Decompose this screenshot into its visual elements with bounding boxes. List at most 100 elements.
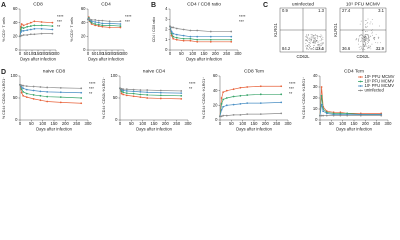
y-tick-label: 60 [81,6,86,11]
event-dot [358,36,360,38]
data-point [20,23,23,25]
event-dot [317,41,318,43]
data-point [209,38,212,41]
event-dot [313,39,314,41]
event-dot [359,35,360,37]
event-dot [307,40,308,41]
data-point [175,36,178,39]
event-dot [316,35,318,37]
event-dot [313,47,314,49]
event-dot [312,34,313,36]
event-dot [369,45,371,47]
data-point [90,23,93,25]
x-tick-label: 100 [239,121,247,126]
event-dot [309,45,310,47]
event-dot [371,31,373,33]
event-dot [360,20,362,22]
event-dot [314,44,315,46]
data-point [94,19,97,21]
event-dot [321,48,322,50]
event-dot [311,37,312,39]
quadrant-value: 0.9 [282,8,288,13]
y-axis-label: % CD44⁺CD62L⁻KLRG1⁺ [202,77,206,119]
event-dot [365,26,367,28]
event-dot [317,45,319,47]
plot-title: 10⁵ PFU MCMV [346,1,381,7]
event-dot [315,39,316,40]
x-tick-label: 0 [19,51,22,56]
event-dot [359,45,361,47]
series-line [88,18,121,22]
data-point [33,27,36,30]
data-point [101,25,104,28]
data-point [120,92,123,95]
event-dot [305,36,307,38]
event-dot [361,46,363,48]
event-dot [311,49,313,50]
series-line [220,113,282,117]
event-dot [366,34,367,36]
event-dot [313,38,315,40]
y-tick-label: 40 [313,73,318,78]
event-dot [359,35,361,36]
data-point [170,30,173,33]
event-dot [313,37,315,39]
data-point [320,94,323,97]
event-dot [310,41,311,43]
data-point [20,91,23,94]
y-axis-label: KLRG1 [333,22,338,36]
data-point [90,21,93,24]
y-axis-label: CD4 / CD8 ratio [152,17,156,42]
event-dot [309,42,311,43]
event-dot [368,38,369,40]
quadrant-value: 1.3 [318,8,324,13]
x-tick-label: 300 [85,121,93,126]
x-tick-label: 250 [373,121,381,126]
y-tick-label: 40 [213,88,218,93]
data-point [22,90,25,93]
y-tick-label: 0 [115,117,118,122]
x-tick-label: 50 [229,121,234,126]
event-dot [374,37,376,39]
significance: *** [57,19,62,24]
event-dot [310,39,311,41]
data-point [25,96,28,99]
data-point [172,37,175,40]
event-dot [366,39,368,40]
event-dot [364,37,365,39]
y-tick-label: 0 [15,47,18,52]
data-point [59,101,62,104]
data-point [225,89,228,92]
y-tick-label: 30 [313,84,318,89]
event-dot [371,34,373,36]
event-dot [368,37,369,39]
quadrant-value: 27.4 [342,8,351,13]
y-tick-label: 20 [81,33,86,38]
data-point [80,102,83,105]
data-point [259,85,262,88]
event-dot [366,22,368,24]
event-dot [365,34,366,35]
event-dot [373,39,375,41]
data-point [139,89,142,91]
event-dot [360,41,361,42]
event-dot [366,38,368,39]
data-point [20,29,23,32]
event-dot [365,31,367,32]
data-point [230,35,233,38]
data-point [219,115,221,118]
x-axis-label: Days after infection [136,127,173,132]
event-dot [319,36,321,37]
event-dot [311,48,313,49]
data-point [46,95,49,98]
data-point [119,25,122,27]
event-dot [307,40,308,42]
y-axis-label: % CD44⁻CD62L⁺KLRG1⁻ [2,77,6,119]
data-point [280,101,283,104]
data-point [19,28,22,31]
x-axis-label: CD62L [356,54,370,59]
event-dot [310,36,312,38]
data-point [322,114,325,117]
x-axis-label: Days after infection [36,127,73,132]
y-axis-label: % CD3⁺ T cells [2,17,6,42]
